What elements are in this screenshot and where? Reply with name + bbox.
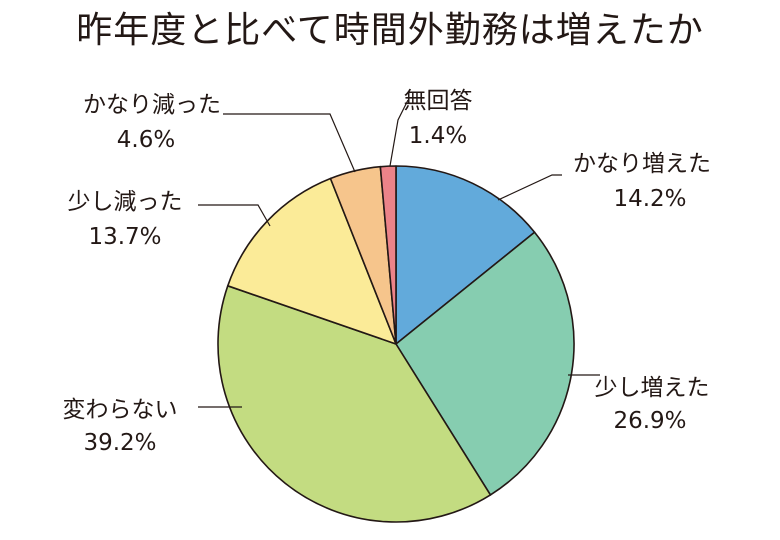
slice-value-label: 1.4% [409, 123, 467, 149]
slice-labels: かなり増えた 14.2% 少し増えた 26.9% 変わらない 39.2% 少し減った 13.7… [63, 88, 712, 456]
leader-line [198, 204, 271, 227]
slice-label: 少し増えた [595, 375, 710, 401]
slice-label: かなり増えた [573, 151, 711, 177]
leader-line [223, 113, 356, 173]
leader-line [389, 99, 409, 167]
pie-slice [395, 231, 575, 496]
pie-slices [217, 165, 575, 523]
slice-value-label: 14.2% [613, 186, 686, 212]
chart-title: 昨年度と比べて時間外勤務は増えたか [76, 10, 704, 51]
slice-value-label: 26.9% [613, 408, 686, 434]
leader-lines [198, 99, 600, 408]
slice-label: かなり減った [83, 92, 221, 118]
slice-label: 変わらない [63, 397, 178, 423]
pie-slice [217, 285, 492, 523]
slice-value-label: 4.6% [117, 127, 175, 153]
slice-label: 少し減った [68, 189, 183, 215]
slice-label: 無回答 [404, 88, 473, 114]
pie-slice [395, 165, 536, 345]
pie-slice [379, 165, 397, 345]
slice-value-label: 39.2% [83, 430, 156, 456]
slice-value-label: 13.7% [88, 224, 161, 250]
leader-line [497, 174, 562, 201]
